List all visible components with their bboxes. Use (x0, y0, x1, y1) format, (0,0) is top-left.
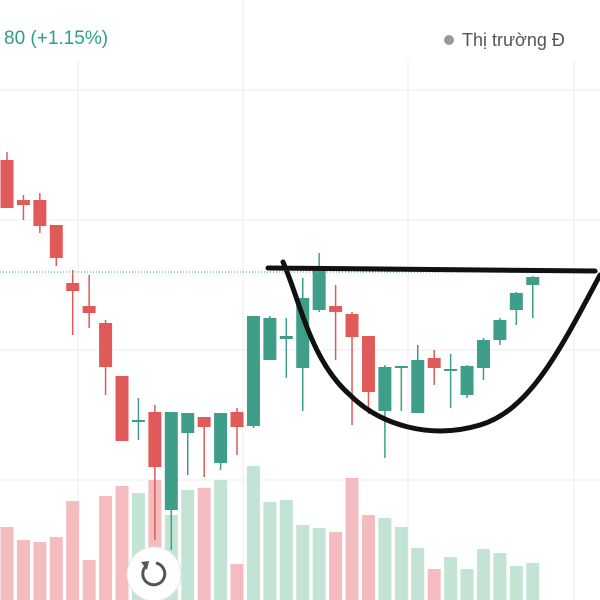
candle-body (246, 316, 260, 426)
candle-body (394, 366, 408, 368)
volume-bar (411, 548, 425, 600)
volume-bar (181, 490, 195, 600)
candle-body (427, 358, 441, 368)
volume-bar (394, 527, 408, 600)
volume-bar (230, 564, 244, 600)
volume-bar (263, 502, 277, 600)
candle-body (460, 366, 474, 395)
volume-bar (66, 501, 80, 600)
price-layer (0, 152, 600, 550)
candle-body (164, 412, 178, 510)
candle-body (509, 293, 523, 310)
volume-bar (476, 549, 490, 600)
reset-icon (141, 561, 167, 587)
candle-body (16, 200, 30, 205)
candle-body (329, 306, 343, 312)
volume-bar (427, 569, 441, 600)
candle-body (411, 360, 425, 413)
legend-dot (444, 35, 454, 45)
candle-body (197, 417, 211, 427)
volume-bar (0, 527, 14, 600)
candle-body (0, 160, 14, 208)
volume-bar (329, 532, 343, 600)
volume-bar (493, 553, 507, 600)
candle-body (378, 367, 392, 411)
volume-bar (444, 557, 458, 600)
volume-bar (509, 566, 523, 600)
legend-label: Thị trường Đ (462, 30, 565, 50)
volume-bar (82, 560, 96, 600)
volume-bar (214, 480, 228, 600)
candle-body (476, 340, 490, 368)
volume-bar (246, 466, 260, 600)
candle-body (444, 369, 458, 371)
volume-bar (312, 528, 326, 600)
candle-body (296, 298, 310, 368)
volume-bar (361, 515, 375, 600)
candle-body (148, 412, 162, 467)
reset-icon-arrow (141, 561, 149, 570)
candle-body (131, 420, 145, 422)
candle-body (361, 336, 375, 392)
volume-bar (296, 525, 310, 600)
volume-bar (460, 569, 474, 600)
volume-bar (115, 486, 129, 600)
volume-bar (526, 563, 540, 600)
hand-drawn-cup (265, 259, 600, 434)
volume-bar (279, 500, 293, 600)
candle-body (312, 271, 326, 310)
candle-body (115, 376, 129, 441)
candle-body (82, 306, 96, 313)
price-change: 80 (+1.15%) (4, 28, 108, 49)
candle-body (230, 412, 244, 427)
volume-bar (345, 478, 359, 600)
candle-body (66, 283, 80, 291)
candle-body (345, 314, 359, 337)
volume-bar (33, 542, 47, 600)
volume-layer (0, 466, 540, 600)
candle-body (181, 413, 195, 433)
candle-body (99, 323, 113, 367)
candle-body (526, 277, 540, 285)
candle-body (493, 320, 507, 340)
candle-body (279, 336, 293, 339)
volume-bar (99, 496, 113, 600)
candle-body (49, 225, 63, 258)
reset-button-bg[interactable] (126, 546, 182, 600)
candle-body (33, 200, 47, 226)
volume-bar (16, 540, 30, 600)
candle-body (214, 413, 228, 463)
reset-button[interactable] (126, 546, 182, 600)
candle-body (263, 318, 277, 360)
volume-bar (197, 488, 211, 600)
volume-bar (378, 518, 392, 600)
volume-bar (49, 537, 63, 600)
